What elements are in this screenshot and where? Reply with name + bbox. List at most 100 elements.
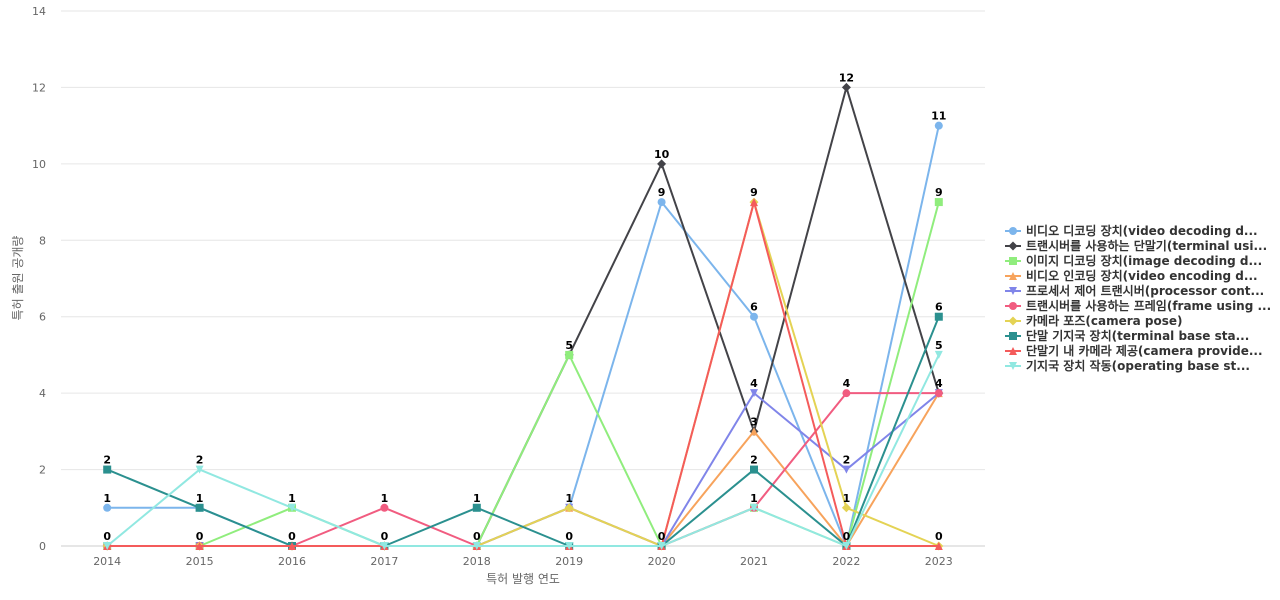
series-1 xyxy=(103,121,943,550)
data-label: 2 xyxy=(196,454,204,467)
data-point xyxy=(750,503,758,512)
series-line xyxy=(106,354,940,547)
data-point xyxy=(288,542,296,550)
data-point xyxy=(934,542,943,550)
legend-marker xyxy=(1009,272,1017,280)
data-label: 0 xyxy=(843,530,851,543)
legend-marker xyxy=(1009,347,1017,355)
data-point xyxy=(841,82,851,92)
y-tick-label: 4 xyxy=(39,387,46,400)
data-label: 0 xyxy=(565,530,573,543)
data-label: 0 xyxy=(935,530,943,543)
data-label: 0 xyxy=(658,530,666,543)
legend-item[interactable]: 단말 기지국 장치(terminal base sta... xyxy=(1005,328,1249,343)
legend-label: 단말기 내 카메라 제공(camera provide... xyxy=(1026,343,1263,358)
legend-item[interactable]: 카메라 포즈(camera pose) xyxy=(1005,313,1183,328)
y-tick-label: 14 xyxy=(32,5,46,18)
series-line xyxy=(107,201,940,547)
data-point xyxy=(750,427,758,436)
legend-marker xyxy=(1009,332,1017,340)
data-label: 1 xyxy=(103,492,111,505)
data-label: 9 xyxy=(658,186,666,199)
data-label: 0 xyxy=(473,530,481,543)
series-9 xyxy=(103,198,943,550)
legend-item[interactable]: 비디오 인코딩 장치(video encoding d... xyxy=(1005,268,1258,283)
y-tick-label: 6 xyxy=(39,311,46,324)
data-point xyxy=(472,503,481,512)
legend-item[interactable]: 프로세서 제어 트랜시버(processor cont... xyxy=(1005,283,1264,298)
data-label: 1 xyxy=(196,492,204,505)
data-label: 6 xyxy=(750,301,758,314)
legend-label: 프로세서 제어 트랜시버(processor cont... xyxy=(1026,283,1264,298)
data-label: 11 xyxy=(931,110,946,123)
legend-item[interactable]: 단말기 내 카메라 제공(camera provide... xyxy=(1005,343,1263,358)
series-line xyxy=(106,316,940,547)
data-point xyxy=(195,542,204,550)
data-label: 5 xyxy=(565,339,573,352)
data-label: 0 xyxy=(196,530,204,543)
data-point xyxy=(103,542,112,550)
x-tick-label: 2023 xyxy=(925,555,953,568)
legend-marker xyxy=(1009,362,1017,370)
series-10 xyxy=(103,350,943,550)
data-label: 1 xyxy=(381,492,389,505)
x-tick-label: 2015 xyxy=(186,555,214,568)
x-tick-label: 2021 xyxy=(740,555,768,568)
data-point xyxy=(288,503,296,512)
y-tick-label: 2 xyxy=(39,464,46,477)
data-label: 12 xyxy=(839,71,854,84)
legend-label: 비디오 인코딩 장치(video encoding d... xyxy=(1026,268,1258,283)
legend-item[interactable]: 트랜시버를 사용하는 단말기(terminal usi... xyxy=(1005,238,1267,253)
legend-marker xyxy=(1009,257,1017,265)
data-point xyxy=(750,312,758,321)
x-axis-title: 특허 발행 연도 xyxy=(486,571,560,586)
x-axis: 2014 2015 2016 2017 2018 2019 2020 2021 2022 2023 xyxy=(93,555,953,568)
data-point xyxy=(103,465,112,474)
data-point xyxy=(195,503,204,512)
data-point xyxy=(564,503,574,513)
data-label: 9 xyxy=(935,186,943,199)
data-label: 1 xyxy=(750,492,758,505)
data-point xyxy=(934,198,943,207)
data-label: 10 xyxy=(654,148,670,161)
data-point xyxy=(842,465,851,474)
legend-marker xyxy=(1009,287,1017,295)
legend-item[interactable]: 이미지 디코딩 장치(image decoding d... xyxy=(1005,253,1262,268)
grid-lines xyxy=(61,10,985,547)
x-tick-label: 2016 xyxy=(278,555,306,568)
data-point xyxy=(842,389,851,398)
legend-label: 이미지 디코딩 장치(image decoding d... xyxy=(1026,253,1262,268)
data-label: 2 xyxy=(103,454,111,467)
data-label: 4 xyxy=(843,377,851,390)
series-line xyxy=(107,201,939,547)
legend-marker xyxy=(1009,227,1017,235)
legend-item[interactable]: 비디오 디코딩 장치(video decoding d... xyxy=(1005,223,1258,238)
data-point xyxy=(565,542,574,550)
legend-marker xyxy=(1008,241,1018,251)
data-label: 2 xyxy=(750,454,758,467)
data-label: 9 xyxy=(750,186,758,199)
y-tick-label: 8 xyxy=(39,234,46,247)
data-point xyxy=(103,503,112,512)
legend-label: 카메라 포즈(camera pose) xyxy=(1026,313,1183,328)
data-point xyxy=(750,465,758,474)
legend-label: 트랜시버를 사용하는 단말기(terminal usi... xyxy=(1026,238,1267,253)
y-tick-label: 10 xyxy=(32,158,46,171)
legend-item[interactable]: 기지국 장치 작동(operating base st... xyxy=(1005,358,1250,373)
data-label: 1 xyxy=(473,492,481,505)
x-tick-label: 2014 xyxy=(93,555,121,568)
x-tick-label: 2018 xyxy=(463,555,491,568)
data-label: 1 xyxy=(843,492,851,505)
data-point xyxy=(657,198,666,207)
legend-item[interactable]: 트랜시버를 사용하는 프레임(frame using ... xyxy=(1005,298,1271,313)
data-point xyxy=(657,159,667,169)
data-point xyxy=(934,389,943,398)
series-lines xyxy=(102,82,944,551)
data-point xyxy=(934,350,943,359)
data-point xyxy=(380,503,389,512)
legend-label: 기지국 장치 작동(operating base st... xyxy=(1026,358,1250,373)
legend-label: 단말 기지국 장치(terminal base sta... xyxy=(1026,328,1249,343)
data-point xyxy=(565,350,574,359)
